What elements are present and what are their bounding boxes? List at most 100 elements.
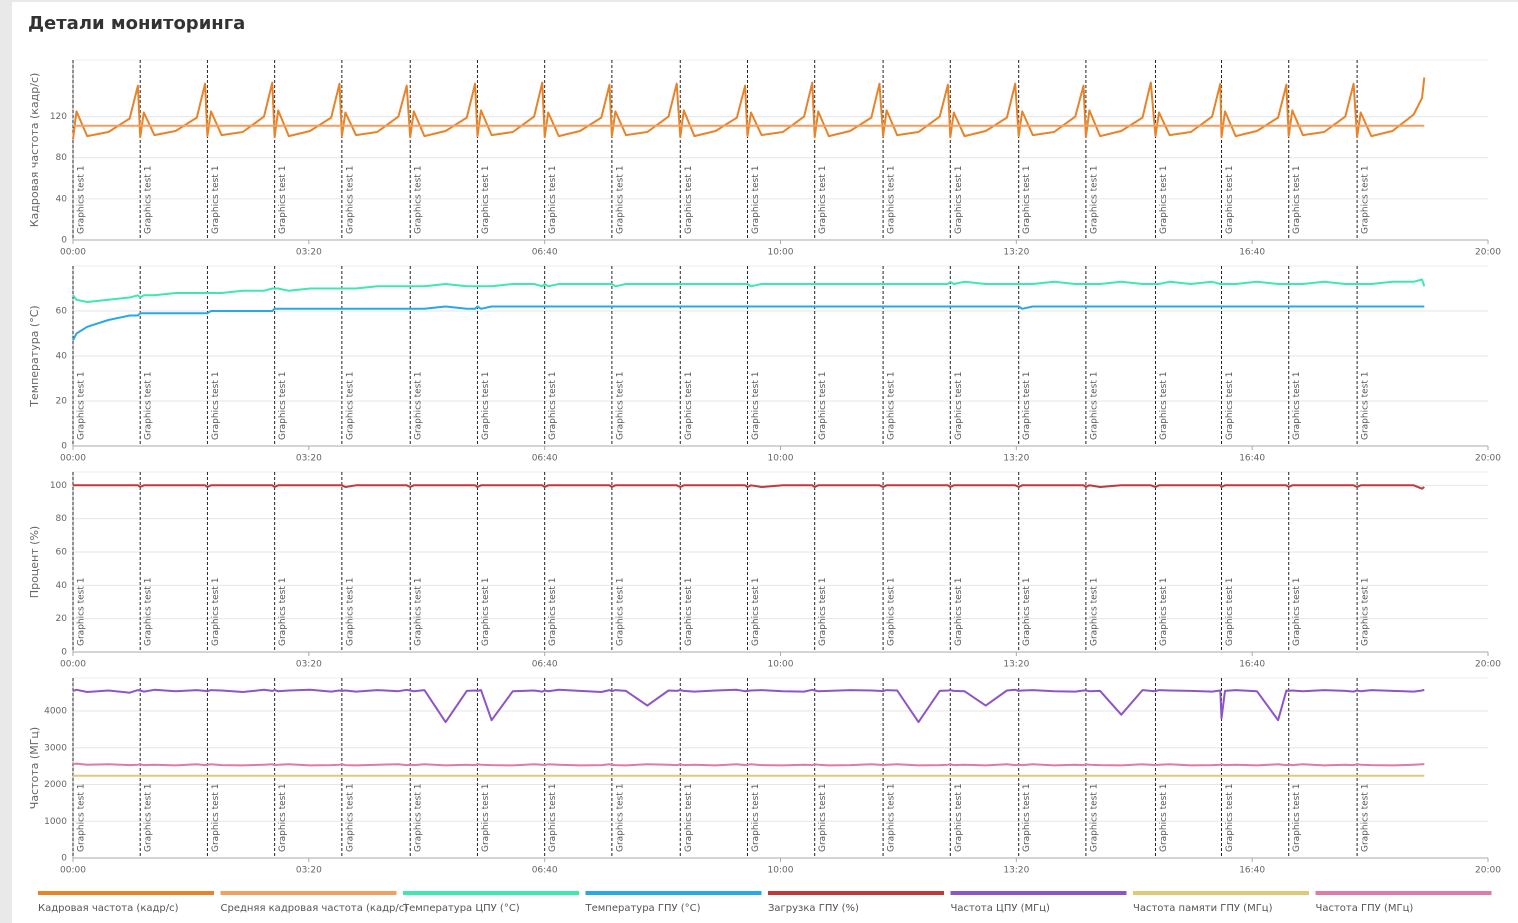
series-line <box>72 278 1426 303</box>
marker-label: Graphics test 1 <box>1089 372 1099 440</box>
marker-label: Graphics test 1 <box>1089 784 1099 852</box>
page-title: Детали мониторинга <box>28 13 245 34</box>
x-tick-label: 03:20 <box>296 660 322 670</box>
marker-label: Graphics test 1 <box>548 166 558 234</box>
marker-label: Graphics test 1 <box>77 578 87 646</box>
marker-label: Graphics test 1 <box>887 578 897 646</box>
x-tick-label: 10:00 <box>768 660 794 670</box>
marker-label: Graphics test 1 <box>615 372 625 440</box>
marker-label: Graphics test 1 <box>1225 372 1235 440</box>
marker-label: Graphics test 1 <box>1292 372 1302 440</box>
y-tick-label: 20 <box>56 614 68 624</box>
marker-label: Graphics test 1 <box>414 784 424 852</box>
legend-swatch[interactable] <box>768 891 944 895</box>
marker-label: Graphics test 1 <box>1361 578 1371 646</box>
legend-swatch[interactable] <box>220 891 397 895</box>
marker-label: Graphics test 1 <box>751 578 761 646</box>
marker-label: Graphics test 1 <box>954 372 964 440</box>
marker-label: Graphics test 1 <box>615 578 625 646</box>
x-tick-label: 03:20 <box>296 248 322 258</box>
marker-label: Graphics test 1 <box>1089 578 1099 646</box>
legend-label[interactable]: Частота ЦПУ (МГц) <box>951 903 1051 914</box>
marker-label: Graphics test 1 <box>548 578 558 646</box>
marker-label: Graphics test 1 <box>1225 784 1235 852</box>
marker-label: Graphics test 1 <box>684 372 694 440</box>
legend-swatch[interactable] <box>585 891 762 895</box>
marker-label: Graphics test 1 <box>818 166 828 234</box>
marker-label: Graphics test 1 <box>818 578 828 646</box>
marker-label: Graphics test 1 <box>77 166 87 234</box>
card <box>12 2 1518 923</box>
y-tick-label: 0 <box>61 854 67 864</box>
x-tick-label: 16:40 <box>1239 660 1265 670</box>
y-tick-label: 2000 <box>44 780 67 790</box>
legend-swatch[interactable] <box>38 891 214 895</box>
marker-label: Graphics test 1 <box>1022 372 1032 440</box>
y-tick-label: 60 <box>56 548 68 558</box>
marker-label: Graphics test 1 <box>954 166 964 234</box>
marker-label: Graphics test 1 <box>684 784 694 852</box>
legend-label[interactable]: Частота памяти ГПУ (МГц) <box>1133 903 1273 914</box>
marker-label: Graphics test 1 <box>211 578 221 646</box>
marker-label: Graphics test 1 <box>684 578 694 646</box>
legend-label[interactable]: Кадровая частота (кадр/с) <box>38 903 179 914</box>
marker-label: Graphics test 1 <box>414 166 424 234</box>
x-tick-label: 13:20 <box>1003 660 1029 670</box>
x-tick-label: 13:20 <box>1003 248 1029 258</box>
x-tick-label: 00:00 <box>60 660 86 670</box>
y-tick-label: 40 <box>56 194 68 204</box>
legend-swatch[interactable] <box>1133 891 1309 895</box>
x-tick-label: 16:40 <box>1239 248 1265 258</box>
marker-label: Graphics test 1 <box>818 372 828 440</box>
marker-label: Graphics test 1 <box>1361 784 1371 852</box>
marker-label: Graphics test 1 <box>414 372 424 440</box>
legend-label[interactable]: Температура ЦПУ (°C) <box>402 903 520 914</box>
x-tick-label: 20:00 <box>1475 454 1501 464</box>
x-tick-label: 10:00 <box>768 248 794 258</box>
series-line <box>72 77 1426 140</box>
marker-label: Graphics test 1 <box>751 784 761 852</box>
y-tick-label: 0 <box>61 236 67 246</box>
x-tick-label: 06:40 <box>532 660 558 670</box>
y-tick-label: 4000 <box>44 707 67 717</box>
x-tick-label: 16:40 <box>1239 866 1265 876</box>
legend-label[interactable]: Температура ГПУ (°C) <box>585 903 701 914</box>
marker-label: Graphics test 1 <box>1292 784 1302 852</box>
x-tick-label: 00:00 <box>60 454 86 464</box>
legend-label[interactable]: Частота ГПУ (МГц) <box>1316 903 1414 914</box>
marker-label: Graphics test 1 <box>1361 166 1371 234</box>
series-line <box>72 762 1425 767</box>
marker-label: Graphics test 1 <box>414 578 424 646</box>
series-line <box>72 688 1425 724</box>
legend-swatch[interactable] <box>1315 891 1492 895</box>
marker-label: Graphics test 1 <box>1292 578 1302 646</box>
x-tick-label: 13:20 <box>1003 454 1029 464</box>
legend-swatch[interactable] <box>950 891 1127 895</box>
y-tick-label: 0 <box>61 648 67 658</box>
marker-label: Graphics test 1 <box>548 372 558 440</box>
y-tick-label: 60 <box>56 307 68 317</box>
x-tick-label: 06:40 <box>532 454 558 464</box>
marker-label: Graphics test 1 <box>1292 166 1302 234</box>
y-tick-label: 40 <box>56 352 68 362</box>
marker-label: Graphics test 1 <box>345 372 355 440</box>
y-tick-label: 120 <box>50 112 67 122</box>
x-tick-label: 03:20 <box>296 866 322 876</box>
marker-label: Graphics test 1 <box>1361 372 1371 440</box>
marker-label: Graphics test 1 <box>548 784 558 852</box>
marker-label: Graphics test 1 <box>278 372 288 440</box>
marker-label: Graphics test 1 <box>481 578 491 646</box>
y-tick-label: 20 <box>56 397 68 407</box>
legend-label[interactable]: Загрузка ГПУ (%) <box>768 903 859 914</box>
y-axis-label: Частота (МГц) <box>28 727 41 809</box>
y-tick-label: 40 <box>56 581 68 591</box>
legend-swatch[interactable] <box>403 891 579 895</box>
x-tick-label: 13:20 <box>1003 866 1029 876</box>
marker-label: Graphics test 1 <box>751 166 761 234</box>
marker-label: Graphics test 1 <box>1022 784 1032 852</box>
marker-label: Graphics test 1 <box>1225 166 1235 234</box>
x-tick-label: 00:00 <box>60 248 86 258</box>
legend-label[interactable]: Средняя кадровая частота (кадр/с) <box>221 903 409 914</box>
marker-label: Graphics test 1 <box>278 578 288 646</box>
marker-label: Graphics test 1 <box>278 166 288 234</box>
